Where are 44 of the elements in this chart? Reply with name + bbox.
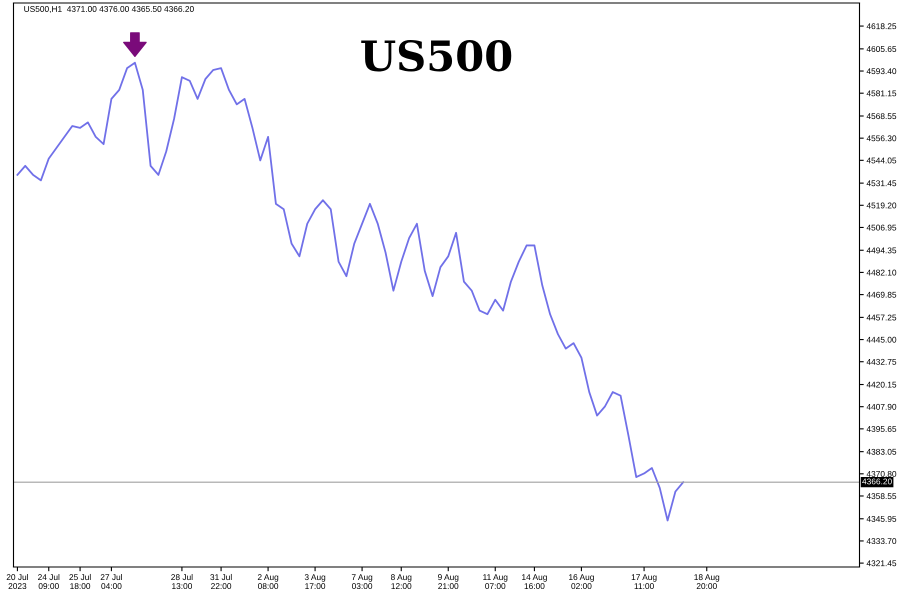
x-tick-label: 20 Jul 2023 (6, 574, 28, 590)
x-tick-label: 24 Jul 09:00 (38, 574, 60, 590)
y-tick-label: 4333.70 (866, 538, 896, 544)
x-tick-label: 3 Aug 17:00 (304, 574, 326, 590)
y-tick-label: 4457.25 (866, 314, 896, 320)
x-tick-label: 16 Aug 02:00 (569, 574, 594, 590)
x-tick-label: 14 Aug 16:00 (522, 574, 547, 590)
x-tick-label: 25 Jul 18:00 (69, 574, 91, 590)
y-tick-label: 4407.90 (866, 404, 896, 410)
x-tick-label: 18 Aug 20:00 (694, 574, 720, 590)
y-tick-label: 4445.00 (866, 336, 896, 343)
x-tick-label: 17 Aug 11:00 (632, 574, 657, 590)
annotation: US500,H1 4371.00 4376.00 4365.50 4366.20 (24, 6, 194, 13)
x-tick-label: 7 Aug 03:00 (352, 574, 372, 590)
y-tick-label: 4482.10 (866, 270, 896, 276)
y-tick-label: 4420.15 (866, 382, 896, 388)
y-tick-label: 4432.75 (866, 358, 896, 365)
x-tick-label: 11 Aug 07:00 (483, 574, 508, 590)
y-tick-label: 4370.80 (866, 471, 896, 477)
y-tick-label: 4593.40 (866, 68, 896, 74)
y-tick-label: 4556.30 (866, 135, 896, 142)
x-tick-label: 28 Jul 13:00 (171, 574, 192, 590)
y-tick-label: 4383.05 (866, 448, 896, 455)
text: US500 (361, 40, 512, 72)
x-tick-label: 27 Jul 04:00 (100, 574, 122, 590)
y-tick-label: 4531.45 (866, 180, 896, 186)
y-tick-label: 4506.95 (866, 224, 896, 231)
y-tick-label: 4494.35 (866, 247, 896, 254)
x-tick-label: 9 Aug 21:00 (438, 574, 458, 590)
x-tick-label: 31 Jul 22:00 (210, 574, 232, 590)
x-tick-label: 2 Aug 08:00 (258, 574, 278, 590)
y-tick-label: 4581.15 (866, 90, 896, 96)
y-tick-label: 4605.65 (866, 46, 896, 52)
y-tick-label: 4469.85 (866, 292, 896, 298)
y-tick-label: 4618.25 (866, 23, 896, 30)
y-tick-label: 4321.45 (866, 560, 896, 566)
y-tick-label: 4358.55 (866, 493, 896, 500)
x-tick-label: 8 Aug 12:00 (390, 574, 412, 590)
y-tick-label: 4345.95 (866, 516, 896, 522)
y-tick-label: 4568.55 (866, 113, 896, 120)
y-tick-label: 4544.05 (866, 158, 896, 164)
ref-line-label: 4366.20 (862, 478, 892, 484)
y-tick-label: 4395.65 (866, 426, 896, 432)
y-tick-label: 4519.20 (866, 202, 896, 208)
